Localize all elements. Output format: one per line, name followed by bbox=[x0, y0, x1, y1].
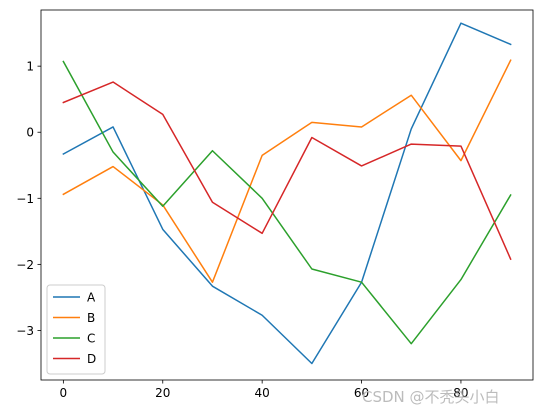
series-line-d bbox=[62, 81, 512, 261]
axes-frame bbox=[40, 9, 534, 381]
y-tick-label: −1 bbox=[16, 192, 34, 206]
legend-label-d: D bbox=[87, 352, 96, 366]
y-tick-label: 0 bbox=[26, 126, 34, 140]
y-tick-label: −3 bbox=[16, 324, 34, 338]
legend-label-b: B bbox=[87, 311, 95, 325]
x-tick-label: 60 bbox=[354, 386, 369, 400]
legend-label-c: C bbox=[87, 332, 95, 346]
x-tick-label: 20 bbox=[155, 386, 170, 400]
series-line-c bbox=[62, 60, 512, 345]
y-axis: 1 0 −1 −2 −3 bbox=[16, 60, 41, 338]
y-tick-label: 1 bbox=[26, 60, 34, 74]
series-layer bbox=[62, 22, 512, 365]
watermark-text: CSDN @不秃头小白 bbox=[362, 388, 500, 406]
x-axis: 0 20 40 60 80 bbox=[60, 380, 469, 400]
x-tick-label: 80 bbox=[453, 386, 468, 400]
x-tick-label: 40 bbox=[255, 386, 270, 400]
legend-label-a: A bbox=[87, 291, 96, 305]
series-line-a bbox=[62, 22, 512, 365]
y-tick-label: −2 bbox=[16, 258, 34, 272]
x-tick-label: 0 bbox=[60, 386, 68, 400]
legend-box bbox=[46, 284, 106, 375]
series-line-b bbox=[62, 59, 512, 283]
